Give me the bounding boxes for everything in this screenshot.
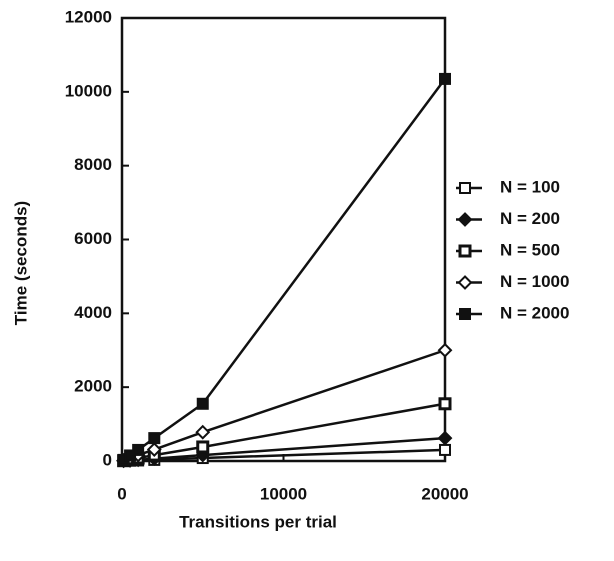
y-tick-label: 6000 [74, 229, 112, 248]
y-tick-label: 10000 [65, 81, 112, 100]
y-axis-label: Time (seconds) [11, 201, 30, 325]
y-tick-label: 8000 [74, 155, 112, 174]
marker [146, 442, 162, 457]
legend-marker [457, 212, 473, 227]
legend-label: N = 1000 [500, 272, 569, 291]
legend-marker [457, 275, 473, 290]
plot-frame [120, 16, 447, 463]
marker [195, 424, 211, 440]
x-tick-label: 20000 [421, 484, 468, 503]
marker [439, 72, 451, 85]
legend-marker [459, 182, 471, 194]
legend-label: N = 500 [500, 240, 560, 259]
legend-label: N = 100 [500, 177, 560, 196]
marker [196, 397, 209, 410]
legend-label: N = 200 [500, 209, 560, 228]
y-tick-label: 4000 [74, 303, 112, 322]
y-tick-label: 2000 [74, 377, 112, 396]
legend-label: N = 2000 [500, 303, 569, 322]
marker [437, 430, 453, 446]
x-axis-label: Transitions per trial [179, 512, 337, 531]
legend-marker [459, 308, 471, 320]
y-tick-label: 12000 [65, 7, 112, 26]
x-tick-label: 10000 [260, 484, 307, 503]
marker [437, 342, 453, 358]
series-line [122, 78, 447, 461]
marker [438, 397, 452, 411]
series-line [123, 349, 446, 462]
marker [439, 443, 451, 456]
marker [132, 443, 145, 456]
y-tick-label: 0 [103, 450, 112, 469]
legend-marker [458, 244, 472, 258]
x-tick-label: 0 [117, 484, 126, 503]
marker [148, 432, 161, 445]
marker [196, 440, 210, 454]
